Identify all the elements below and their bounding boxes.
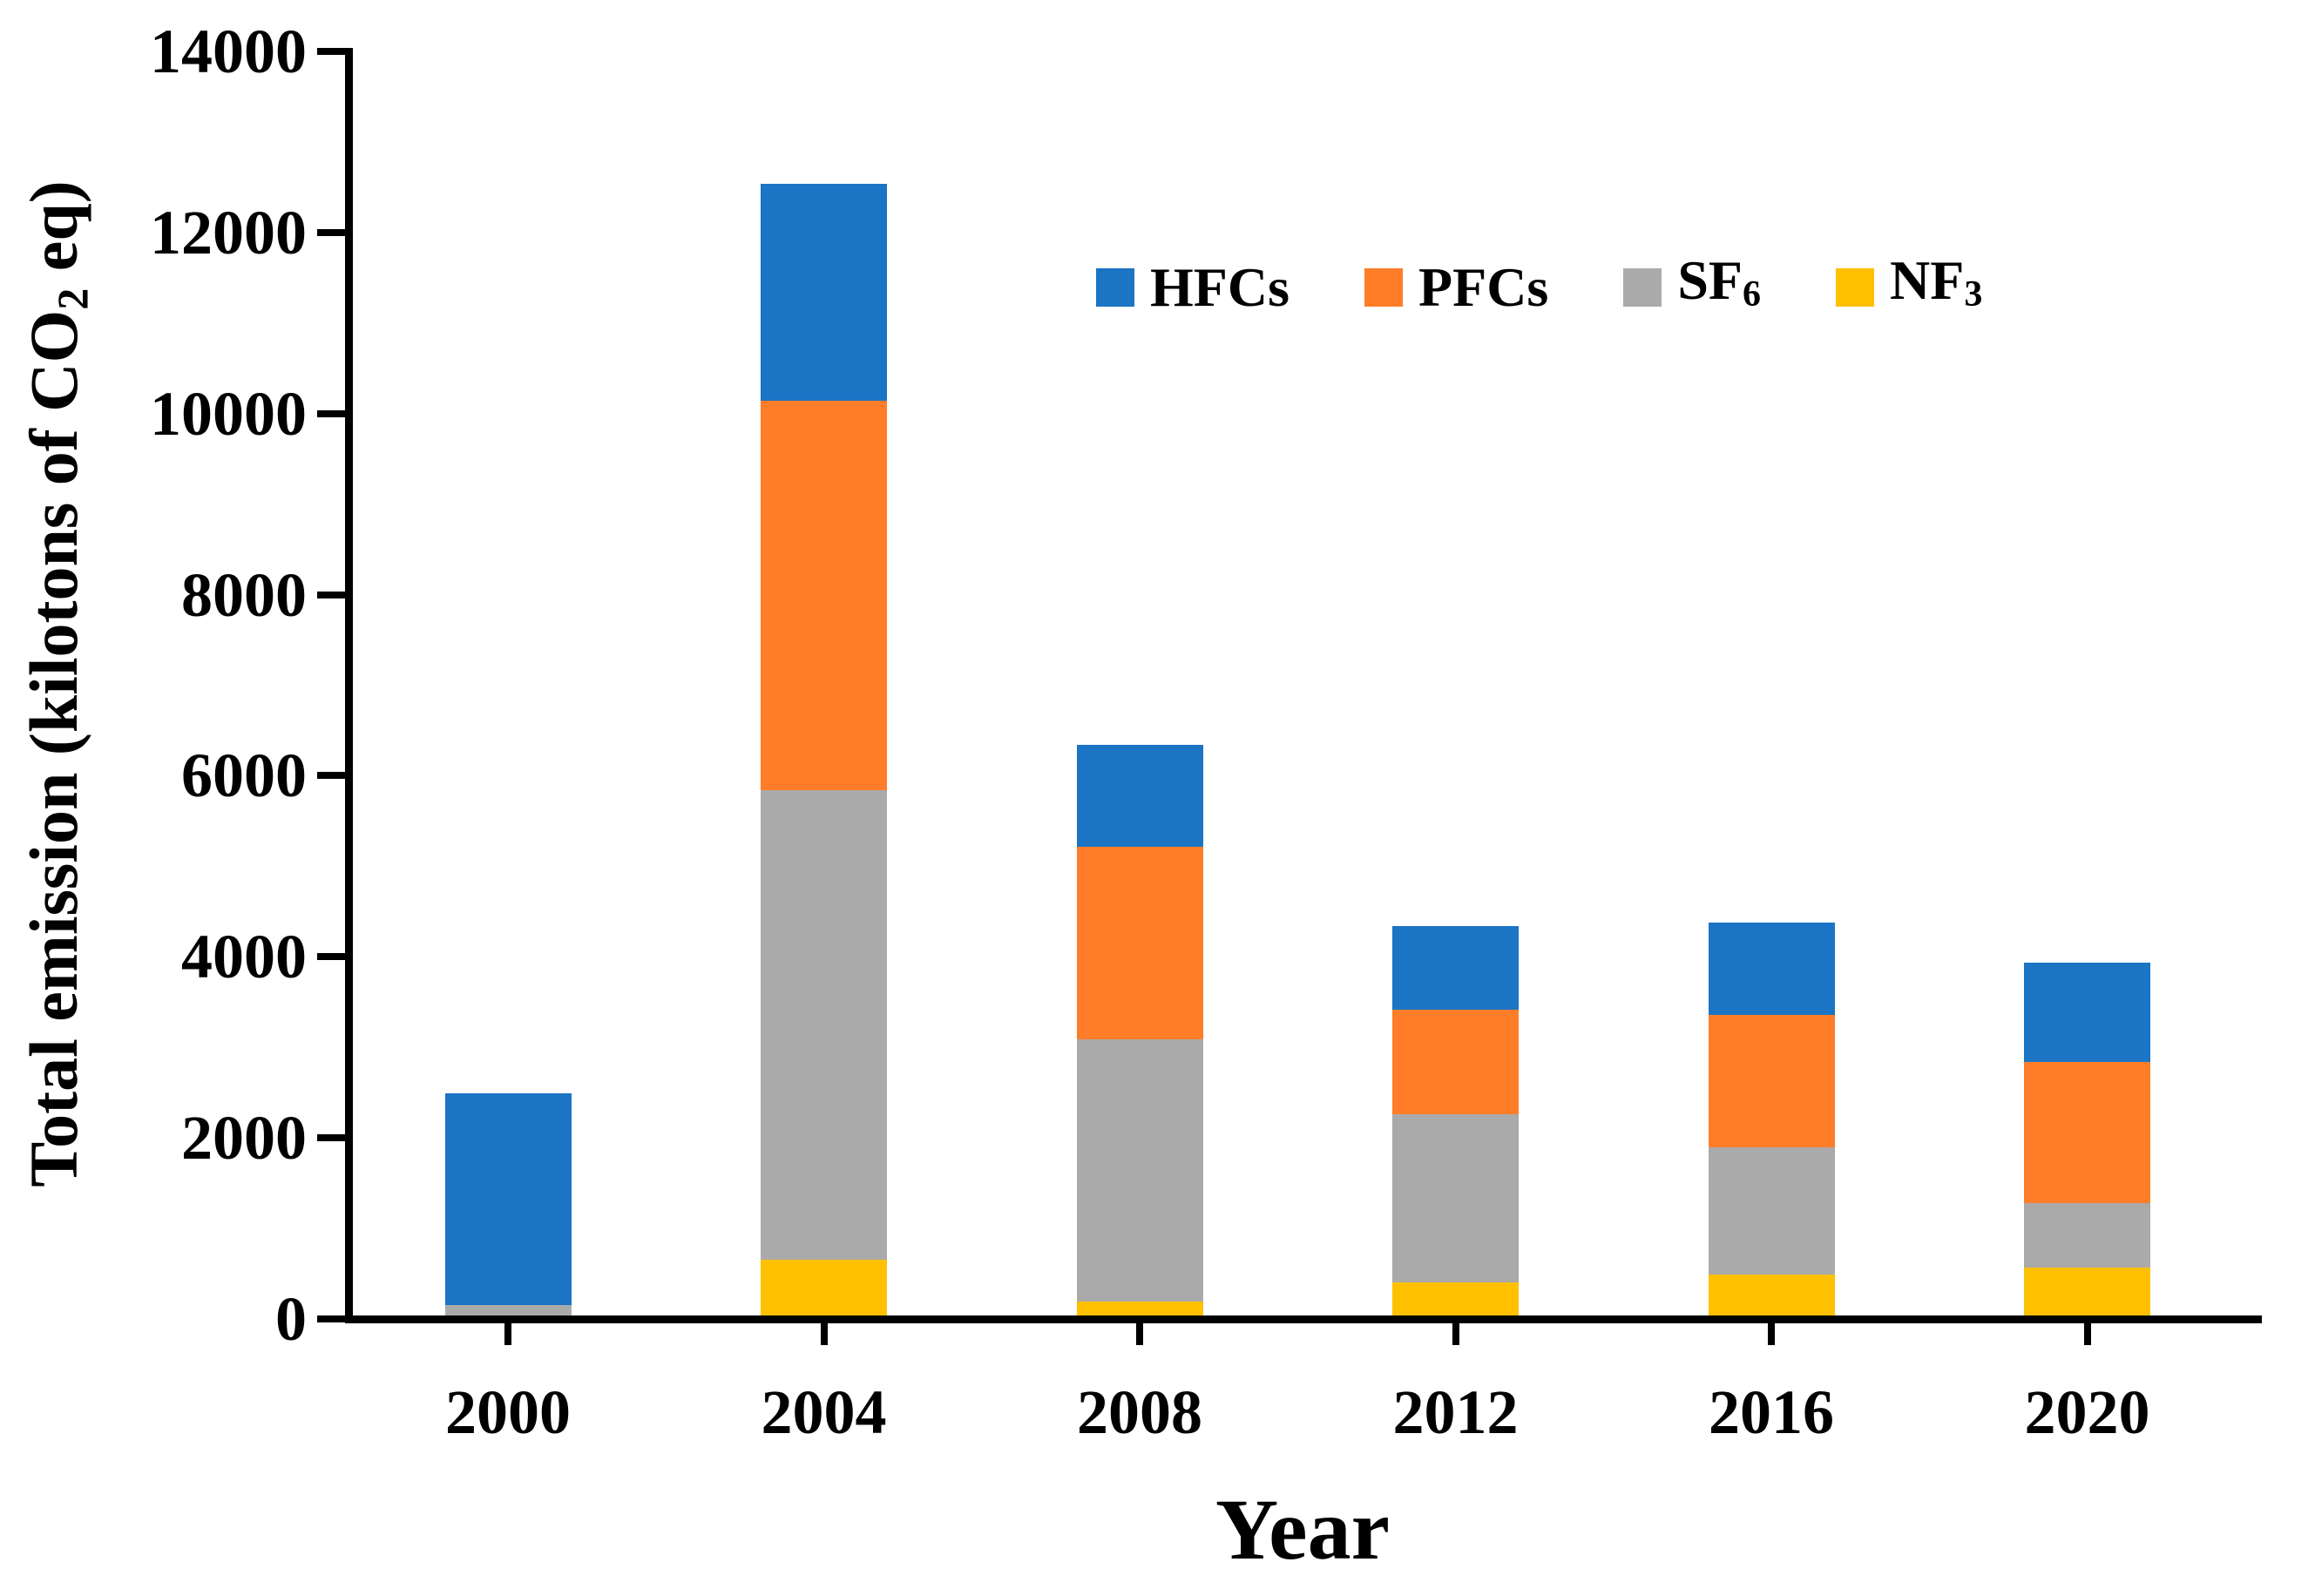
x-axis-title: Year <box>1215 1481 1390 1578</box>
y-axis-tick <box>317 409 345 417</box>
legend-swatch-NF3 <box>1836 268 1874 307</box>
bar-segment-2012-NF3 <box>1392 1282 1519 1315</box>
legend-item-PFCs: PFCs <box>1364 260 1548 315</box>
y-axis-title-subscript: 2 <box>48 287 97 310</box>
y-axis-line <box>345 48 353 1323</box>
y-axis-tick-label: 6000 <box>181 741 307 811</box>
bar-segment-2004-HFCs <box>761 183 887 402</box>
legend-item-HFCs: HFCs <box>1096 260 1289 315</box>
y-axis-tick-label: 14000 <box>150 17 307 86</box>
x-axis-category-label: 2008 <box>1077 1377 1202 1447</box>
bar-segment-2012-SF6 <box>1392 1114 1519 1282</box>
y-axis-tick-label: 10000 <box>150 378 307 449</box>
bar-segment-2016-NF3 <box>1708 1275 1835 1315</box>
bar-segment-2016-HFCs <box>1708 922 1835 1015</box>
y-axis-tick <box>317 1134 345 1142</box>
x-axis-category-label: 2004 <box>761 1377 887 1447</box>
x-axis-category-label: 2000 <box>445 1377 571 1447</box>
legend-label-text: SF <box>1677 249 1743 311</box>
bar-segment-2020-NF3 <box>2024 1267 2150 1315</box>
y-axis-tick-label: 2000 <box>181 1103 307 1173</box>
bar-segment-2012-PFCs <box>1392 1009 1519 1115</box>
bar-segment-2008-HFCs <box>1076 745 1203 847</box>
y-axis-title-text: Total emission (kilotons of CO <box>16 309 91 1187</box>
legend-label-subscript: 3 <box>1964 274 1983 314</box>
y-axis-tick-label: 4000 <box>181 922 307 992</box>
bar-segment-2000-SF6 <box>444 1304 572 1315</box>
x-axis-category-label: 2016 <box>1709 1377 1834 1447</box>
x-axis-tick <box>1136 1319 1143 1345</box>
legend-label-PFCs: PFCs <box>1418 260 1548 315</box>
legend: HFCs PFCs SF6 NF3 <box>1096 253 1983 321</box>
y-axis-tick <box>317 953 345 961</box>
legend-swatch-HFCs <box>1096 268 1134 307</box>
bar-segment-2012-HFCs <box>1392 926 1519 1010</box>
x-axis-tick <box>2083 1319 2091 1345</box>
legend-label-SF6: SF6 <box>1677 253 1761 321</box>
bar-segment-2008-PFCs <box>1076 846 1203 1039</box>
x-axis-tick <box>820 1319 828 1345</box>
y-axis-tick-label: 12000 <box>150 197 307 267</box>
bar-segment-2016-SF6 <box>1708 1146 1835 1275</box>
bar-segment-2008-NF3 <box>1076 1302 1203 1315</box>
y-axis-tick <box>317 48 345 55</box>
legend-item-NF3: NF3 <box>1836 253 1983 321</box>
bar-segment-2016-PFCs <box>1708 1014 1835 1147</box>
bar-segment-2000-HFCs <box>444 1093 572 1305</box>
bar-segment-2020-HFCs <box>2024 962 2150 1062</box>
bar-segment-2020-PFCs <box>2024 1062 2150 1204</box>
x-axis-tick <box>504 1319 511 1345</box>
y-axis-title: Total emission (kilotons of CO2 eq) <box>15 30 97 1337</box>
bar-segment-2004-PFCs <box>761 401 887 791</box>
bar-segment-2020-SF6 <box>2024 1203 2150 1268</box>
legend-label-NF3: NF3 <box>1890 253 1983 321</box>
bar-segment-2004-NF3 <box>761 1259 887 1315</box>
bar-segment-2008-SF6 <box>1076 1039 1203 1302</box>
y-axis-tick <box>317 1315 345 1322</box>
x-axis-line <box>345 1315 2262 1323</box>
y-axis-title-text-end: eq) <box>16 180 91 288</box>
y-axis-tick-label: 8000 <box>181 559 307 630</box>
legend-label-text: PFCs <box>1418 256 1549 318</box>
legend-label-subscript: 6 <box>1743 274 1761 314</box>
x-axis-tick <box>1768 1319 1775 1345</box>
x-axis-category-label: 2012 <box>1392 1377 1519 1447</box>
y-axis-tick <box>317 591 345 598</box>
legend-swatch-SF6 <box>1623 268 1662 307</box>
legend-label-text: HFCs <box>1150 256 1289 318</box>
x-axis-category-label: 2020 <box>2024 1377 2150 1447</box>
legend-item-SF6: SF6 <box>1623 253 1761 321</box>
x-axis-tick <box>1452 1319 1459 1345</box>
legend-label-text: NF <box>1890 249 1965 311</box>
y-axis-tick <box>317 772 345 780</box>
y-axis-tick <box>317 228 345 236</box>
bar-segment-2004-SF6 <box>761 790 887 1260</box>
legend-swatch-PFCs <box>1364 268 1403 307</box>
y-axis-tick-label: 0 <box>275 1284 307 1354</box>
legend-label-HFCs: HFCs <box>1150 260 1289 315</box>
